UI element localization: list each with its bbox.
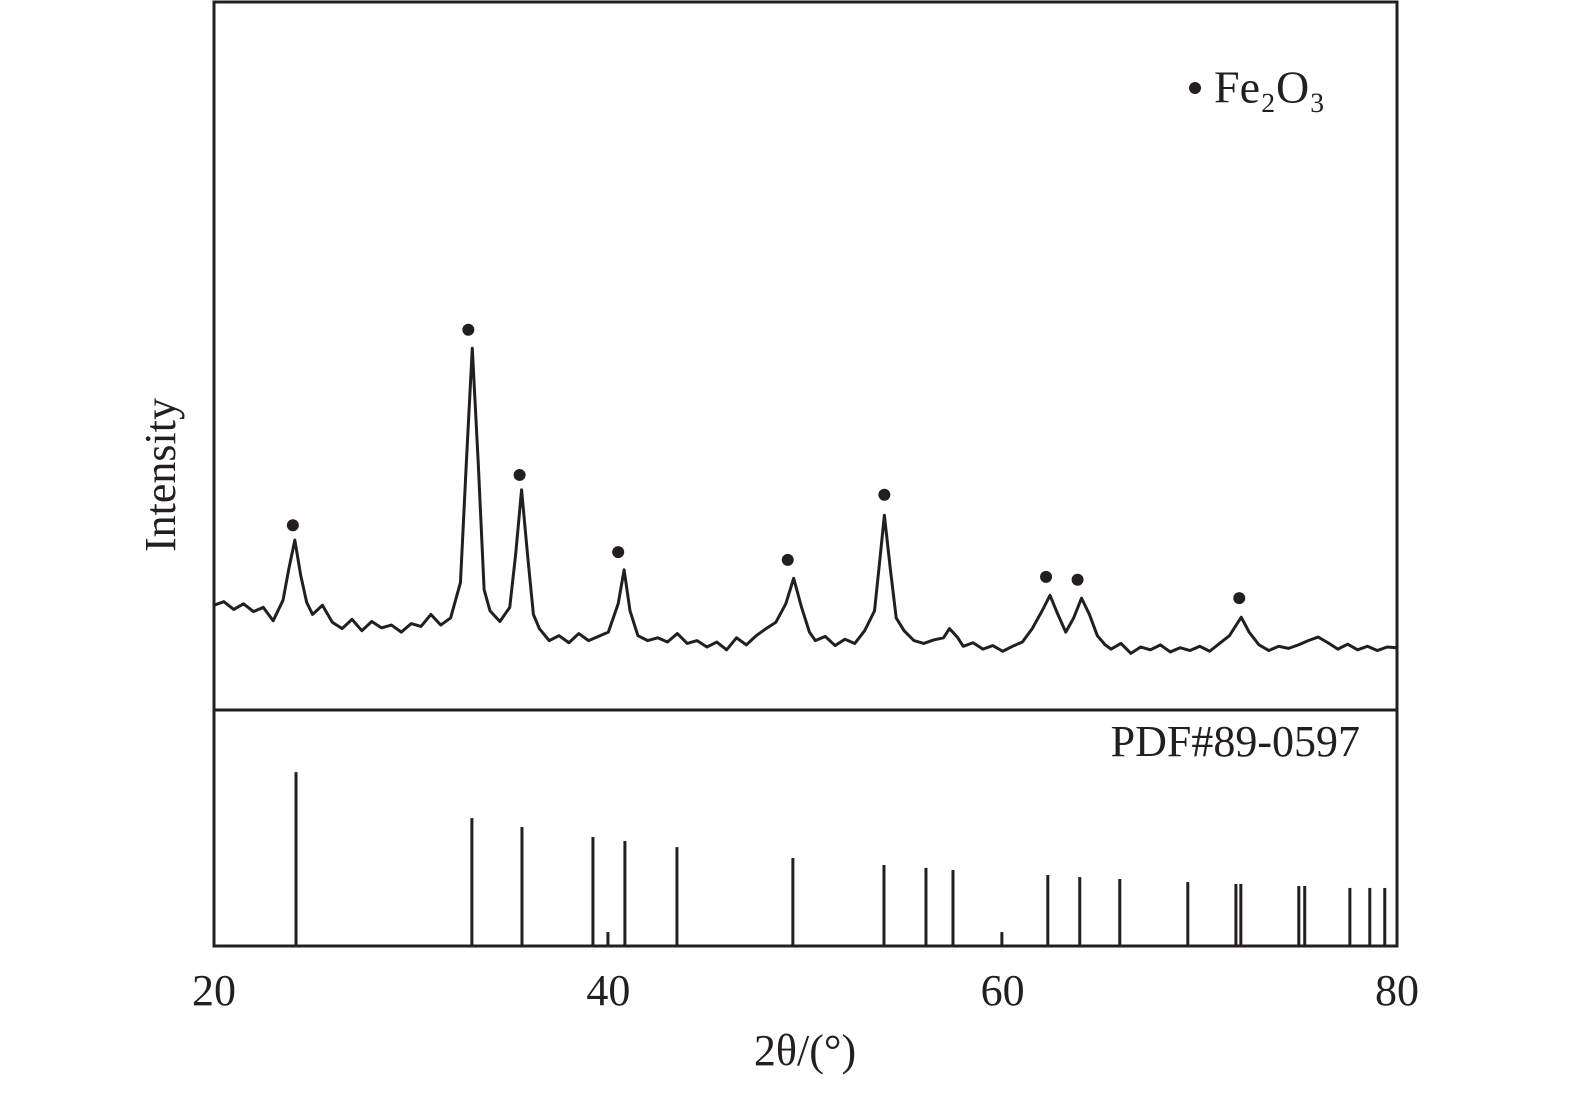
peak-marker: [1040, 570, 1053, 583]
plot-frame: [212, 0, 1399, 948]
peak-marker: [878, 488, 891, 501]
x-tick-label: 20: [192, 966, 236, 1015]
peak-marker: [286, 519, 299, 532]
x-tick-label: 80: [1375, 966, 1419, 1015]
y-axis-label: Intensity: [136, 398, 185, 552]
peak-marker: [1071, 573, 1084, 586]
peak-marker: [612, 546, 625, 559]
peak-marker: [462, 323, 475, 336]
x-tick-label: 60: [981, 966, 1025, 1015]
x-tick-label: 40: [586, 966, 630, 1015]
peak-marker: [1233, 592, 1246, 605]
legend-label: Fe₂O₃: [1214, 62, 1325, 113]
reference-label: PDF#89-0597: [1111, 717, 1360, 766]
peak-marker: [781, 553, 794, 566]
xrd-pattern: [213, 346, 1398, 655]
x-axis-label: 2θ/(°): [754, 1026, 856, 1075]
legend-marker: [1189, 82, 1201, 94]
peak-marker: [513, 468, 526, 481]
